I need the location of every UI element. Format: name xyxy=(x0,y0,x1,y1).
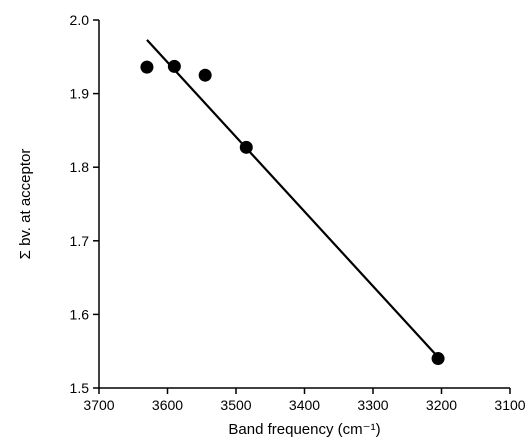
x-axis-title: Band frequency (cm⁻¹) xyxy=(228,421,380,438)
y-tick-label: 2.0 xyxy=(70,12,90,28)
data-point xyxy=(198,68,212,82)
y-tick-label: 1.9 xyxy=(70,86,90,102)
data-points xyxy=(140,59,445,366)
y-tick-label: 1.8 xyxy=(70,159,90,175)
tick-marks xyxy=(93,19,511,394)
x-tick-label: 3500 xyxy=(220,397,251,413)
y-tick-label: 1.6 xyxy=(70,306,90,322)
x-tick-label: 3700 xyxy=(83,397,114,413)
x-tick-label: 3300 xyxy=(357,397,388,413)
x-tick-label: 3200 xyxy=(426,397,457,413)
y-tick-label: 1.5 xyxy=(70,380,90,396)
y-axis-title: Σ bv. at acceptor xyxy=(17,149,34,260)
y-tick-label: 1.7 xyxy=(70,233,90,249)
axes xyxy=(98,20,510,389)
data-point xyxy=(431,352,445,366)
regression-line xyxy=(146,39,439,358)
x-tick-label: 3100 xyxy=(494,397,525,413)
x-tick-label: 3600 xyxy=(152,397,183,413)
data-point xyxy=(167,59,181,73)
x-tick-label: 3400 xyxy=(289,397,320,413)
data-point xyxy=(239,140,253,154)
tick-labels: 3700 3600 3500 3400 3300 3200 3100 1.5 1.6 1.7 1.8… xyxy=(70,12,526,413)
data-point xyxy=(140,60,154,74)
